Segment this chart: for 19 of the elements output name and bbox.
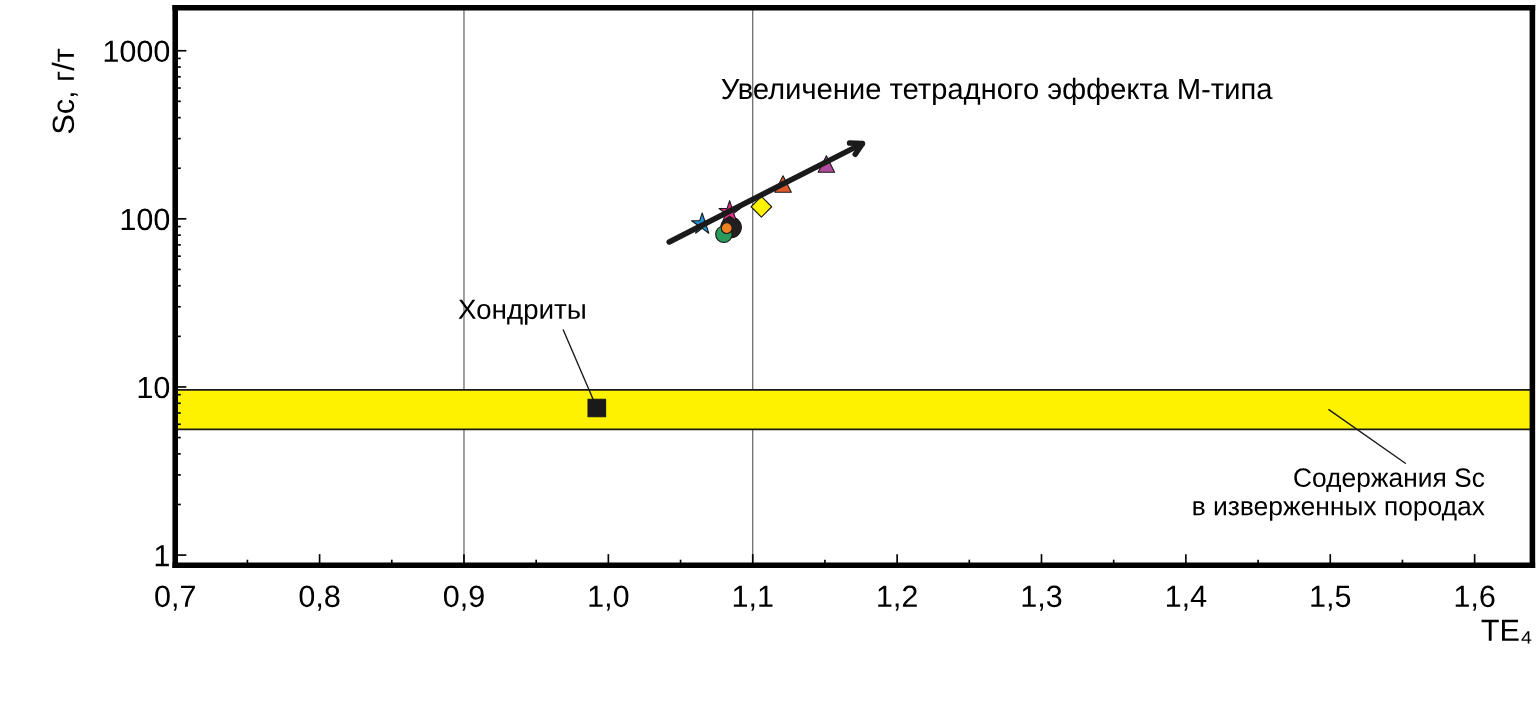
legend-label: Содержания Sc в изверженных породах [1193, 468, 1485, 521]
y-tick-label: 100 [121, 208, 170, 231]
y-tick-label: 10 [138, 376, 170, 399]
x-axis-title: TE₄ [1481, 619, 1532, 644]
x-tick-label: 1,0 [589, 585, 629, 611]
x-tick-label: 1,3 [1022, 585, 1062, 611]
x-tick-label: 1,2 [878, 585, 917, 611]
x-tick-label: 0,7 [155, 585, 195, 611]
y-tick-label: 1000 [104, 40, 170, 63]
x-tick-label: 0,9 [443, 585, 484, 611]
x-tick-label: 1,5 [1311, 585, 1351, 611]
annotation: Увеличение тетрадного эффекта М-типа [721, 77, 1273, 106]
y-tick-label: 1 [155, 545, 169, 567]
x-tick-label: 1,4 [1166, 585, 1207, 611]
x-tick-label: 1,6 [1455, 585, 1495, 611]
annotation: Хондриты [458, 299, 585, 325]
y-axis-title: Sc, г/т [51, 48, 78, 134]
x-tick-label: 0,8 [299, 585, 340, 611]
x-tick-label: 1,1 [733, 585, 773, 611]
